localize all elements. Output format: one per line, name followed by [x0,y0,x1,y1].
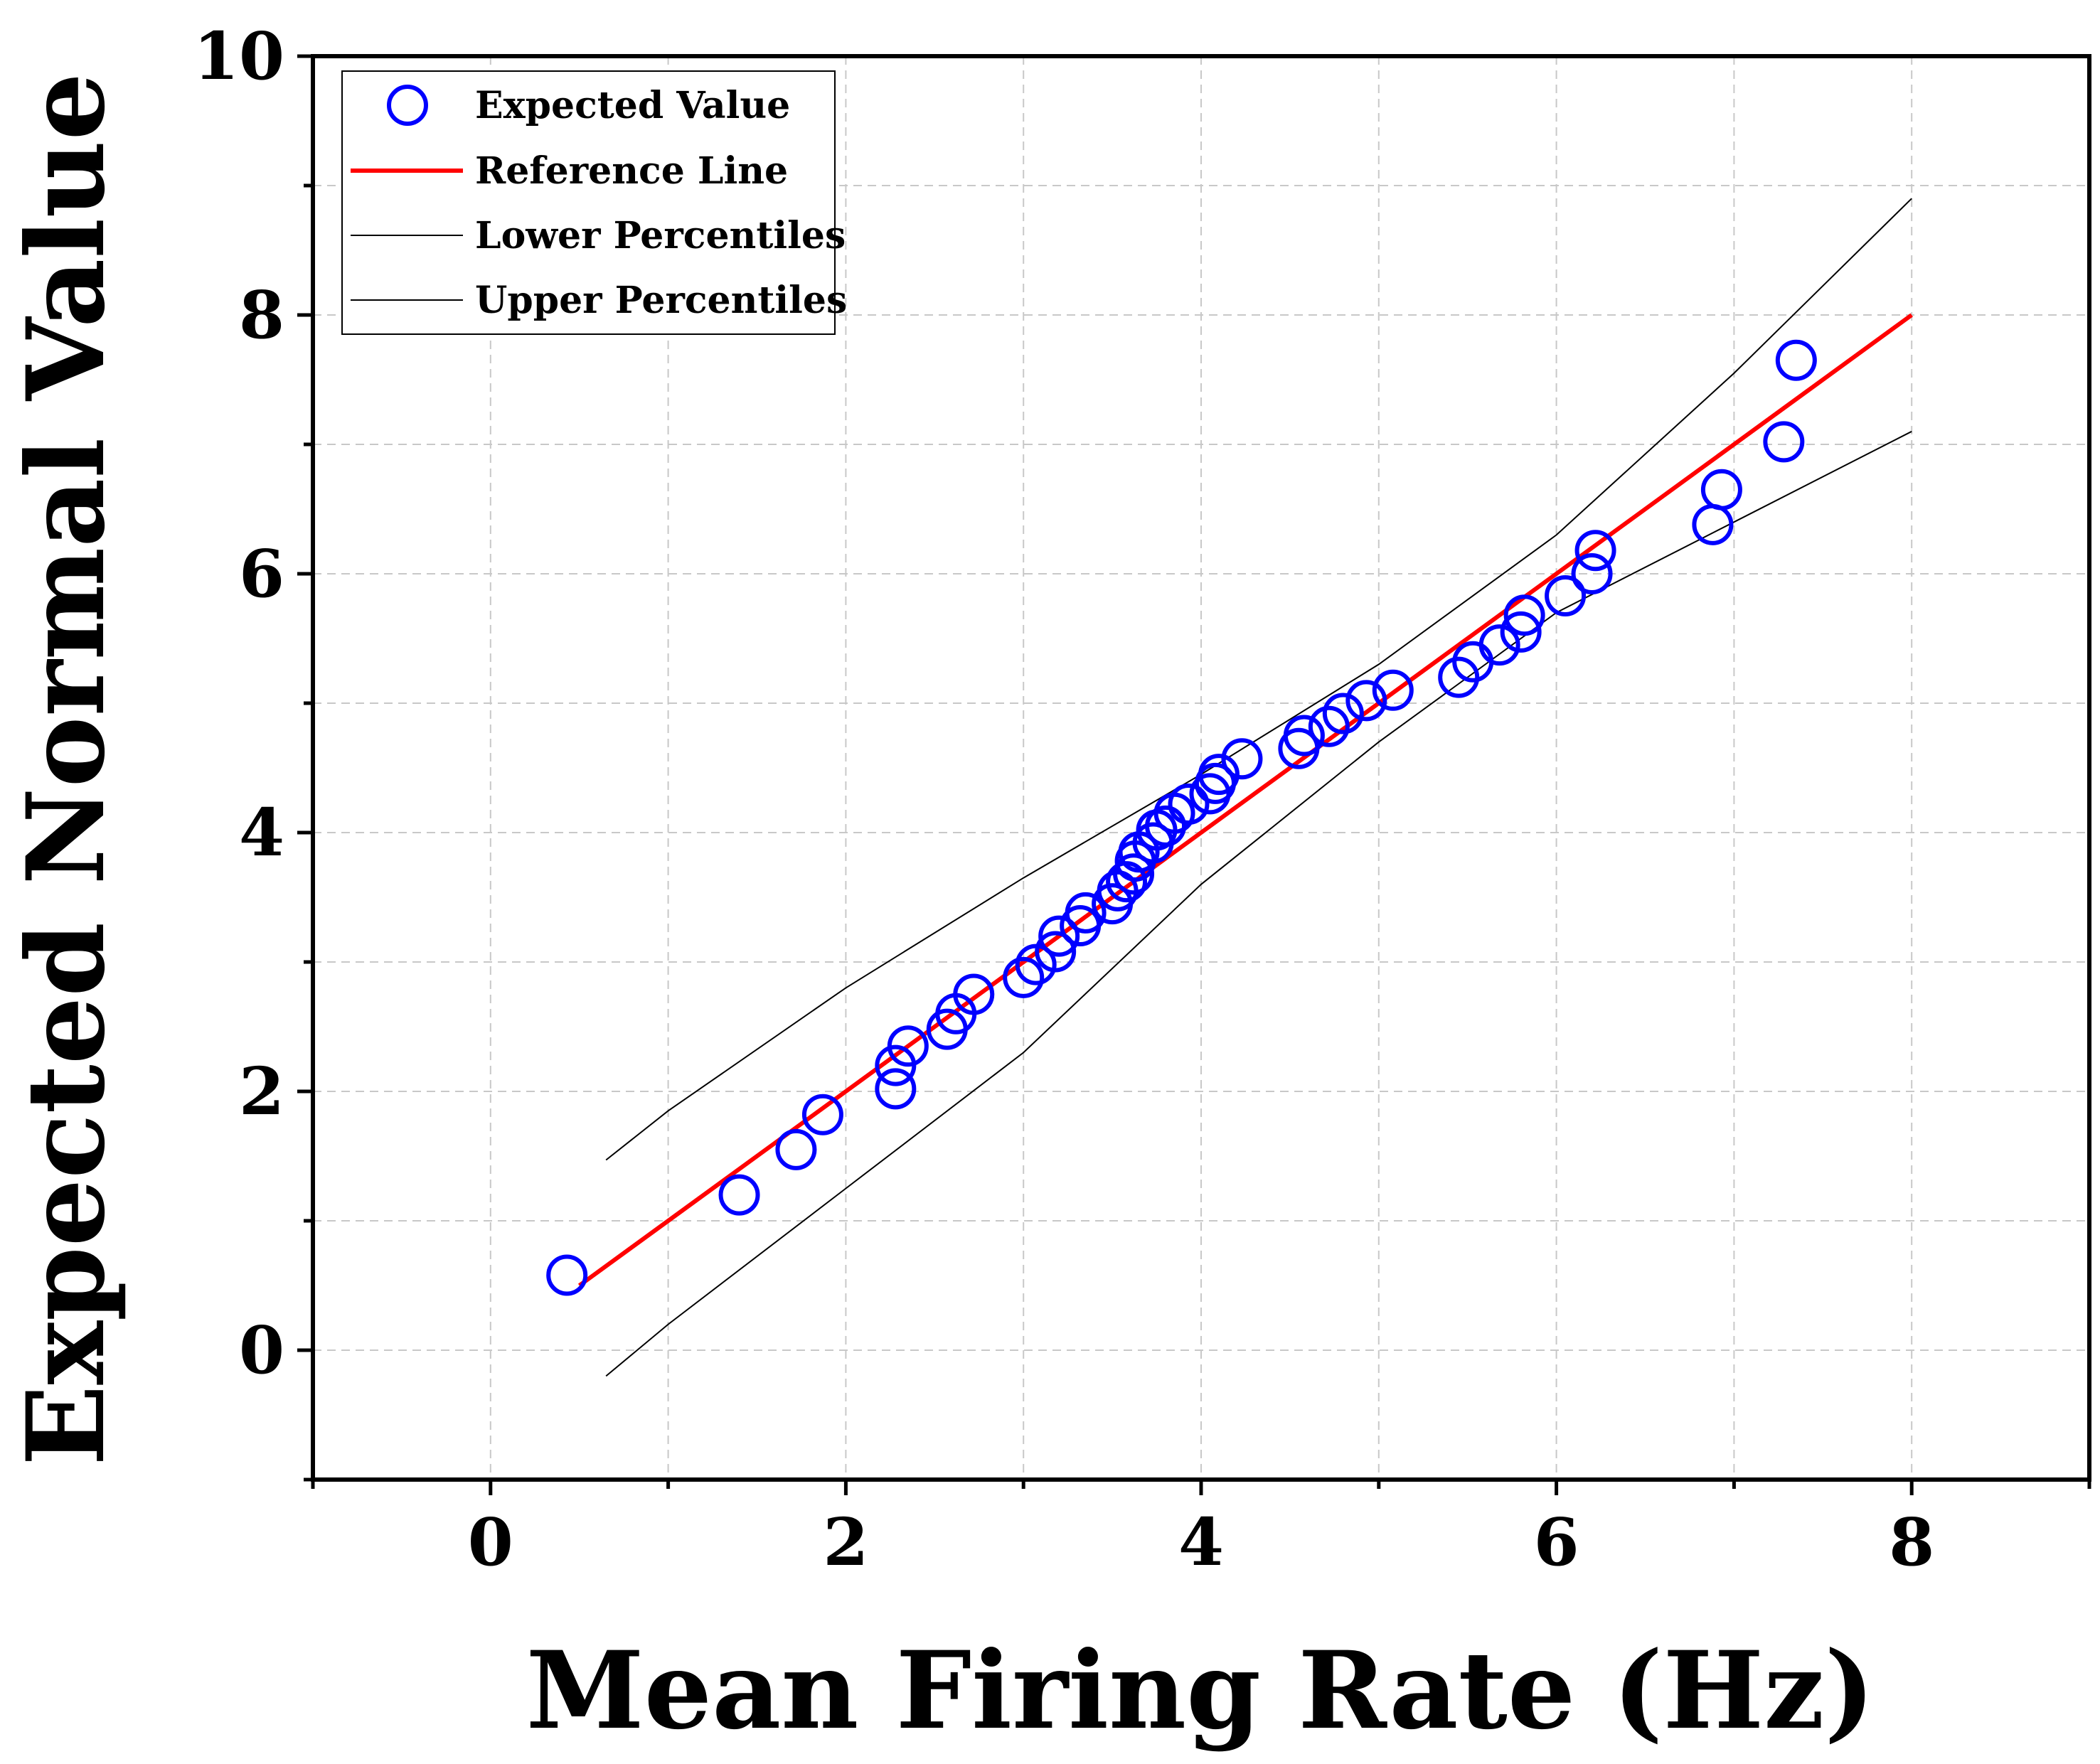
legend-label-expected-value: Expected Value [475,84,790,127]
expected-value-point [775,1128,817,1170]
x-tick-label: 4 [1178,1504,1224,1581]
y-tick-label: 8 [239,277,284,353]
y-tick-label: 2 [239,1053,284,1130]
expected-value-point [1065,892,1107,934]
tick-labels: 0 2 4 6 8 0 2 4 6 8 10 [193,18,1934,1581]
y-axis-title: Expected Normal Value [4,73,129,1466]
expected-value-point [1221,738,1263,780]
expected-value-point [1775,339,1817,381]
expected-value-point [1168,783,1210,825]
legend-label-upper-percentiles: Upper Percentiles [475,279,847,322]
expected-value-point [1500,611,1542,653]
reference-line [577,313,1913,1288]
expected-value-point [1198,754,1240,796]
expected-value-point [1145,805,1187,847]
legend: Expected Value Reference Line Lower Perc… [341,70,847,335]
expected-value-point [1322,693,1364,734]
legend-marker-expected-value [387,85,428,126]
x-tick-label: 6 [1534,1504,1579,1581]
x-tick-label: 0 [468,1504,513,1581]
expected-value-point [1308,705,1350,747]
x-tick-label: 2 [823,1504,868,1581]
expected-value-point [887,1025,929,1067]
expected-value-point [1283,715,1325,757]
expected-value-point [1763,421,1805,463]
x-axis-title: Mean Firing Rate (Hz) [526,1628,1875,1753]
y-tick-label: 10 [193,18,284,95]
expected-value-point [1035,931,1077,973]
expected-value-point [953,973,995,1015]
expected-value-point [1038,915,1080,957]
expected-value-points [546,339,1817,1296]
expected-value-point [1003,956,1045,998]
grid [313,56,2089,1480]
expected-value-point [1571,553,1613,594]
expected-value-point [1700,469,1742,511]
legend-label-reference-line: Reference Line [475,149,788,193]
x-tick-label: 8 [1889,1504,1934,1581]
y-tick-label: 0 [239,1312,284,1389]
upper-percentiles-line [605,430,1912,1377]
expected-value-point [718,1174,760,1216]
expected-value-point [1372,669,1414,711]
expected-value-point [1574,530,1616,572]
expected-value-point [1113,853,1155,895]
expected-value-point [1545,574,1587,616]
legend-label-lower-percentiles: Lower Percentiles [475,214,846,257]
expected-value-point [1503,594,1545,636]
expected-value-point [1478,624,1520,666]
y-tick-label: 6 [239,535,284,612]
expected-value-point [546,1254,588,1296]
expected-value-point [1345,680,1387,722]
axis-ticks [297,54,2091,1495]
plot-area [546,198,1913,1377]
expected-value-point [875,1068,917,1110]
y-tick-label: 4 [239,794,284,871]
expected-value-point [1438,656,1480,698]
expected-value-point [801,1094,843,1135]
